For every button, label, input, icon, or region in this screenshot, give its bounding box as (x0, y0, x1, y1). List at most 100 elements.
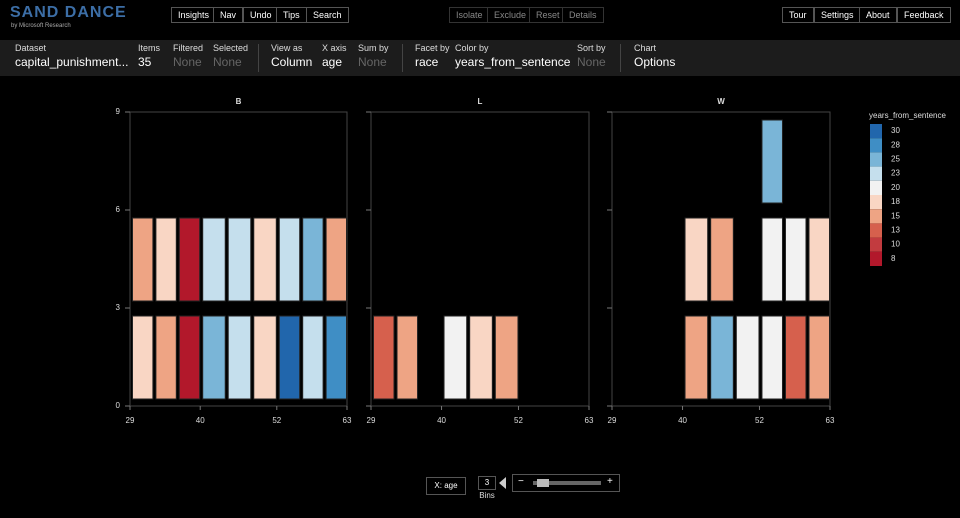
toolbar-button[interactable]: Nav (213, 7, 244, 23)
unit (132, 217, 154, 302)
field-value[interactable]: None (173, 55, 202, 69)
unit (784, 217, 807, 302)
unit (735, 315, 760, 400)
facet-title: L (478, 97, 483, 106)
field-label: Chart (634, 43, 657, 53)
legend-label: 20 (891, 183, 900, 192)
unit (178, 315, 201, 400)
field-value[interactable]: years_from_sentence (455, 55, 571, 69)
legend-label: 25 (891, 155, 900, 164)
legend-label: 23 (891, 169, 900, 178)
bins-slider[interactable]: − + (512, 474, 620, 492)
x-tick-label: 63 (826, 416, 835, 425)
unit (469, 315, 493, 400)
legend-swatch (870, 180, 882, 195)
x-tick-label: 29 (608, 416, 617, 425)
x-tick-label: 40 (678, 416, 687, 425)
slider-thumb[interactable] (537, 479, 549, 487)
facet-title: W (717, 97, 725, 106)
unit (302, 315, 324, 400)
bins-value[interactable]: 3 (478, 476, 496, 490)
x-tick-label: 52 (514, 416, 523, 425)
legend-label: 28 (891, 140, 900, 149)
toolbar-button[interactable]: Details (562, 7, 604, 23)
field-value[interactable]: None (213, 55, 242, 69)
minus-button[interactable]: − (518, 476, 524, 487)
unit (710, 217, 734, 302)
slider-track (533, 481, 601, 485)
field-bar: Dataset capital_punishment... Items 35 Filte… (0, 40, 960, 76)
toolbar-button[interactable]: Tour (782, 7, 814, 23)
legend-label: 18 (891, 197, 900, 206)
unit (227, 315, 252, 400)
legend-swatch (870, 166, 882, 181)
field-value[interactable]: race (415, 55, 439, 69)
plus-button[interactable]: + (607, 476, 613, 487)
toolbar-button[interactable]: Feedback (897, 7, 951, 23)
toolbar-button[interactable]: Search (306, 7, 349, 23)
unit (155, 217, 177, 302)
divider (620, 44, 621, 72)
x-tick-label: 52 (755, 416, 764, 425)
panel-frame (611, 111, 831, 407)
toolbar-button[interactable]: Insights (171, 7, 217, 23)
y-tick-label: 3 (116, 303, 121, 312)
unit (684, 217, 709, 302)
logo: SAND DANCE (10, 4, 127, 21)
field-label: Dataset (15, 43, 47, 53)
pointer (499, 477, 506, 489)
field-label: Color by (455, 43, 489, 53)
x-tick-label: 52 (272, 416, 281, 425)
field-label: View as (271, 43, 303, 53)
bins-label: Bins (479, 491, 495, 500)
field-value[interactable]: Options (634, 55, 676, 69)
field-value[interactable]: Column (271, 55, 313, 69)
toolbar-button[interactable]: Tips (276, 7, 307, 23)
field-value[interactable]: capital_punishment... (15, 55, 129, 69)
unit (761, 217, 783, 302)
toolbar-button[interactable]: Isolate (449, 7, 490, 23)
legend-label: 30 (891, 126, 900, 135)
unit (132, 315, 154, 400)
facet-title: B (236, 97, 242, 106)
field-label: Selected (213, 43, 249, 53)
legend-swatch (870, 223, 882, 238)
x-axis-button[interactable]: X: age (426, 477, 466, 495)
field-value[interactable]: age (322, 55, 343, 69)
legend-label: 15 (891, 211, 900, 220)
divider (258, 44, 259, 72)
field-value[interactable]: None (577, 55, 606, 69)
x-tick-label: 40 (437, 416, 446, 425)
x-tick-label: 63 (343, 416, 352, 425)
field-value[interactable]: None (358, 55, 387, 69)
field-value[interactable]: 35 (138, 55, 152, 69)
unit (808, 217, 830, 302)
field-label: Items (138, 43, 161, 53)
x-tick-label: 63 (585, 416, 594, 425)
divider (402, 44, 403, 72)
field-label: Sum by (358, 43, 389, 53)
unit (710, 315, 734, 400)
unit (808, 315, 830, 400)
unit (302, 217, 324, 302)
toolbar-button[interactable]: Settings (814, 7, 861, 23)
unit (325, 217, 348, 302)
y-tick-label: 0 (116, 401, 121, 410)
legend-swatch (870, 138, 882, 153)
unit (278, 217, 301, 302)
unit (227, 217, 252, 302)
legend-swatch (870, 209, 882, 224)
x-tick-label: 29 (126, 416, 135, 425)
toolbar-button[interactable]: About (859, 7, 897, 23)
legend-label: 13 (891, 226, 900, 235)
unit (373, 315, 395, 400)
unit (278, 315, 301, 400)
legend-swatch (870, 237, 882, 252)
unit (761, 119, 783, 204)
field-label: Sort by (577, 43, 606, 53)
legend-swatch (870, 124, 882, 139)
field-label: Facet by (415, 43, 450, 53)
y-tick-label: 9 (116, 107, 121, 116)
legend-label: 10 (891, 240, 900, 249)
